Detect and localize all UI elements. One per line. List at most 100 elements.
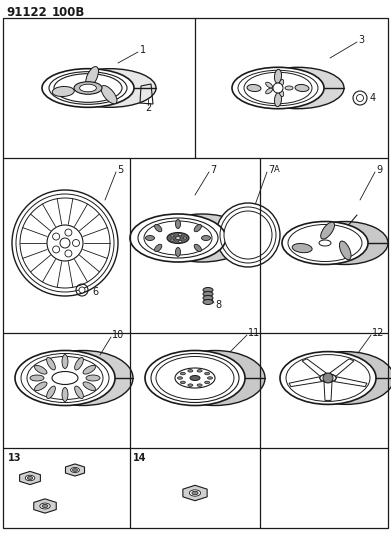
Text: 3: 3: [358, 35, 364, 45]
Ellipse shape: [188, 384, 193, 386]
Ellipse shape: [203, 300, 213, 304]
Circle shape: [20, 198, 110, 288]
Circle shape: [79, 287, 85, 293]
Ellipse shape: [138, 218, 218, 258]
Ellipse shape: [42, 69, 134, 107]
Ellipse shape: [183, 237, 187, 239]
Text: 8: 8: [215, 300, 221, 310]
Ellipse shape: [34, 366, 47, 374]
Ellipse shape: [265, 82, 273, 88]
Ellipse shape: [83, 382, 95, 391]
Text: 4: 4: [370, 93, 376, 103]
Ellipse shape: [178, 240, 182, 242]
Ellipse shape: [54, 74, 122, 102]
Ellipse shape: [130, 214, 226, 262]
Circle shape: [53, 246, 59, 253]
Ellipse shape: [203, 292, 213, 296]
Ellipse shape: [56, 374, 74, 383]
Ellipse shape: [145, 351, 245, 406]
Text: 10: 10: [112, 330, 124, 340]
Polygon shape: [289, 377, 322, 386]
Ellipse shape: [244, 72, 312, 104]
Ellipse shape: [203, 295, 213, 301]
Ellipse shape: [274, 69, 282, 83]
Ellipse shape: [295, 84, 309, 92]
Ellipse shape: [197, 384, 202, 386]
Ellipse shape: [279, 79, 283, 87]
Ellipse shape: [279, 89, 283, 96]
Ellipse shape: [75, 358, 83, 370]
Ellipse shape: [280, 352, 376, 405]
Ellipse shape: [302, 222, 388, 264]
Ellipse shape: [252, 67, 344, 109]
Text: 91122: 91122: [6, 6, 47, 20]
Ellipse shape: [320, 374, 336, 382]
Ellipse shape: [298, 352, 391, 405]
Ellipse shape: [178, 234, 182, 236]
Text: 7: 7: [268, 165, 274, 175]
Polygon shape: [324, 382, 332, 400]
Circle shape: [65, 250, 72, 257]
Ellipse shape: [170, 239, 174, 241]
Ellipse shape: [321, 222, 335, 239]
Ellipse shape: [47, 386, 56, 399]
Circle shape: [47, 225, 83, 261]
Ellipse shape: [74, 82, 102, 94]
Ellipse shape: [204, 381, 210, 384]
Text: 100B: 100B: [52, 6, 85, 20]
Ellipse shape: [21, 353, 109, 402]
Polygon shape: [65, 464, 84, 476]
Ellipse shape: [188, 369, 193, 372]
Text: 5: 5: [117, 165, 123, 175]
Ellipse shape: [288, 224, 362, 262]
Ellipse shape: [190, 376, 200, 381]
Ellipse shape: [30, 375, 44, 381]
Ellipse shape: [154, 214, 250, 262]
Ellipse shape: [86, 375, 100, 381]
Ellipse shape: [83, 366, 95, 374]
Ellipse shape: [165, 351, 265, 406]
Ellipse shape: [319, 240, 331, 246]
Text: 2: 2: [145, 103, 151, 113]
Ellipse shape: [201, 236, 210, 240]
Circle shape: [357, 94, 364, 101]
Ellipse shape: [167, 232, 189, 244]
Ellipse shape: [192, 491, 198, 495]
Ellipse shape: [86, 67, 99, 87]
Ellipse shape: [27, 477, 33, 480]
Text: 7: 7: [210, 165, 216, 175]
Text: 12: 12: [372, 328, 384, 338]
Ellipse shape: [238, 70, 318, 106]
Ellipse shape: [15, 351, 115, 406]
Ellipse shape: [34, 382, 47, 391]
Ellipse shape: [194, 224, 201, 232]
Ellipse shape: [286, 354, 370, 401]
Ellipse shape: [154, 244, 162, 252]
Ellipse shape: [194, 244, 201, 252]
Ellipse shape: [64, 69, 156, 107]
Ellipse shape: [292, 244, 312, 253]
Ellipse shape: [62, 387, 68, 401]
Ellipse shape: [52, 86, 74, 96]
Ellipse shape: [176, 220, 181, 229]
Text: A: A: [274, 166, 280, 174]
Text: 11: 11: [248, 328, 260, 338]
Ellipse shape: [175, 368, 215, 388]
Ellipse shape: [52, 372, 78, 384]
Circle shape: [53, 233, 59, 240]
Circle shape: [273, 83, 283, 93]
Polygon shape: [34, 499, 56, 513]
Ellipse shape: [144, 221, 212, 255]
Ellipse shape: [71, 467, 79, 472]
Ellipse shape: [62, 354, 68, 368]
Ellipse shape: [189, 490, 201, 496]
Ellipse shape: [180, 373, 185, 375]
Ellipse shape: [40, 503, 50, 509]
Ellipse shape: [208, 377, 212, 379]
Text: 9: 9: [376, 165, 382, 175]
Circle shape: [12, 190, 118, 296]
Ellipse shape: [33, 351, 133, 406]
Ellipse shape: [151, 353, 239, 402]
Ellipse shape: [320, 374, 336, 382]
Ellipse shape: [25, 475, 35, 481]
